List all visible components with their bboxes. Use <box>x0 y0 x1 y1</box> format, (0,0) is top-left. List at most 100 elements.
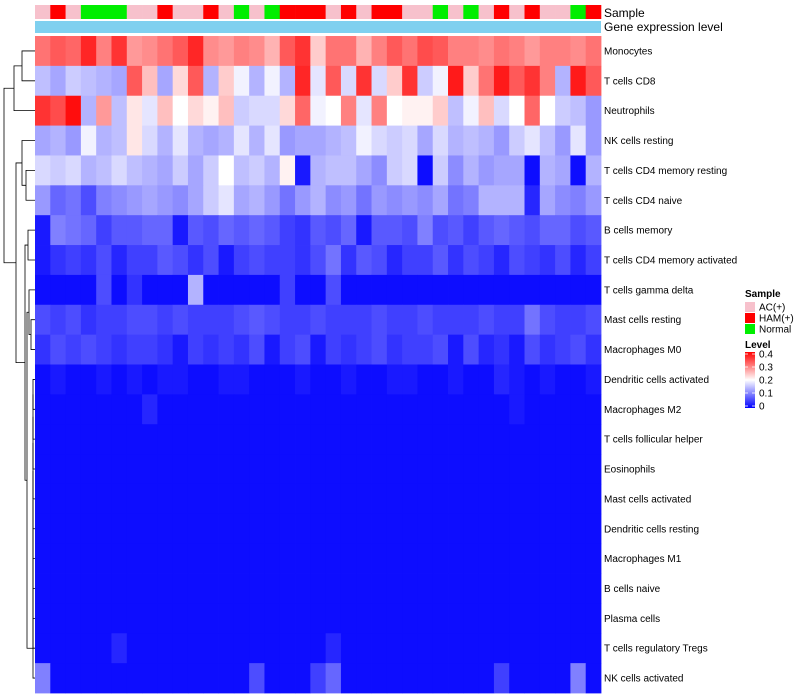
heatmap-cell <box>356 65 372 97</box>
heatmap-cell <box>371 185 388 216</box>
heatmap-cell <box>142 603 158 634</box>
heatmap-cell <box>478 454 495 485</box>
row-label: T cells CD4 memory resting <box>604 166 727 177</box>
heatmap-cell <box>463 483 480 515</box>
heatmap-cell <box>218 394 235 425</box>
heatmap-cell <box>96 155 112 186</box>
heatmap-cell <box>386 185 403 216</box>
heatmap-cell <box>233 543 250 574</box>
heatmap-cell <box>111 125 128 156</box>
heatmap-cell <box>126 95 143 126</box>
heatmap-cell <box>157 424 174 455</box>
heatmap-cell <box>111 245 128 276</box>
heatmap-cell <box>203 603 219 634</box>
heatmap-cell <box>570 364 587 395</box>
heatmap-cell <box>356 185 372 216</box>
heatmap-cell <box>555 95 571 126</box>
sample-annotation-cell <box>126 5 143 19</box>
heatmap-cell <box>371 424 388 455</box>
heatmap-cell <box>218 95 235 126</box>
heatmap-cell <box>356 394 372 425</box>
heatmap-cell <box>524 185 541 216</box>
heatmap-cell <box>279 125 296 156</box>
heatmap-cell <box>157 633 174 664</box>
row-label: Macrophages M1 <box>604 554 682 565</box>
heatmap-cell <box>570 513 587 545</box>
heatmap-cell <box>279 334 296 365</box>
heatmap-cell <box>187 245 204 276</box>
heatmap-cell <box>417 185 434 216</box>
heatmap-cell <box>142 215 158 246</box>
heatmap-cell <box>249 274 265 306</box>
row-label: Mast cells activated <box>604 494 691 505</box>
heatmap-cell <box>111 304 128 336</box>
heatmap-cell <box>493 663 510 694</box>
heatmap-cell <box>524 364 541 395</box>
heatmap-cell <box>310 125 327 156</box>
heatmap-cell <box>50 334 66 365</box>
level-tick-label: 0.4 <box>759 350 773 361</box>
heatmap-cell <box>478 513 495 545</box>
heatmap-cell <box>356 364 372 395</box>
heatmap-cell <box>386 633 403 664</box>
sample-annotation-cell <box>172 5 189 19</box>
heatmap-cell <box>448 36 464 67</box>
heatmap-cell <box>218 633 235 664</box>
heatmap-cell <box>203 364 219 395</box>
heatmap-cell <box>310 155 327 186</box>
heatmap-cell <box>585 95 602 126</box>
heatmap-cell <box>325 334 342 365</box>
heatmap-cell <box>96 304 112 336</box>
heatmap-cell <box>218 364 235 395</box>
heatmap-cell <box>585 334 602 365</box>
heatmap-cell <box>157 454 174 485</box>
heatmap-cell <box>111 65 128 97</box>
heatmap-cell <box>509 454 525 485</box>
heatmap-cell <box>295 573 311 604</box>
heatmap-cell <box>50 513 66 545</box>
heatmap-cell <box>585 394 602 425</box>
heatmap-cell <box>172 155 189 186</box>
heatmap-cell <box>570 394 587 425</box>
heatmap-cell <box>142 483 158 515</box>
heatmap-cell <box>310 304 327 336</box>
heatmap-cell <box>203 125 219 156</box>
heatmap-cell <box>218 125 235 156</box>
heatmap-cell <box>264 573 281 604</box>
heatmap-cell <box>463 95 480 126</box>
heatmap-cell <box>187 65 204 97</box>
heatmap-cell <box>50 245 66 276</box>
heatmap-cell <box>585 424 602 455</box>
heatmap-cell <box>233 603 250 634</box>
heatmap-cell <box>172 633 189 664</box>
heatmap-cell <box>50 483 66 515</box>
heatmap-cell <box>356 603 372 634</box>
heatmap-cell <box>340 573 357 604</box>
heatmap-cell <box>80 274 97 306</box>
heatmap-cell <box>463 155 480 186</box>
heatmap-cell <box>432 424 449 455</box>
heatmap-cell <box>432 155 449 186</box>
heatmap-cell <box>539 454 556 485</box>
heatmap-cell <box>325 483 342 515</box>
heatmap-cell <box>585 543 602 574</box>
heatmap-cell <box>157 215 174 246</box>
gene-expression-bar <box>35 21 601 33</box>
heatmap-cell <box>310 95 327 126</box>
heatmap-cell <box>555 543 571 574</box>
heatmap-cell <box>432 483 449 515</box>
heatmap-cell <box>233 573 250 604</box>
heatmap-cell <box>585 603 602 634</box>
heatmap-cell <box>203 543 219 574</box>
heatmap-cell <box>126 663 143 694</box>
heatmap-cell <box>187 394 204 425</box>
heatmap-cell <box>80 603 97 634</box>
sample-annotation-cell <box>310 5 326 19</box>
heatmap-cell <box>493 394 510 425</box>
row-label: Mast cells resting <box>604 315 681 326</box>
heatmap-cell <box>218 304 235 336</box>
heatmap-cell <box>249 543 265 574</box>
heatmap-cell <box>509 573 525 604</box>
heatmap-cell <box>478 36 495 67</box>
heatmap-cell <box>233 633 250 664</box>
